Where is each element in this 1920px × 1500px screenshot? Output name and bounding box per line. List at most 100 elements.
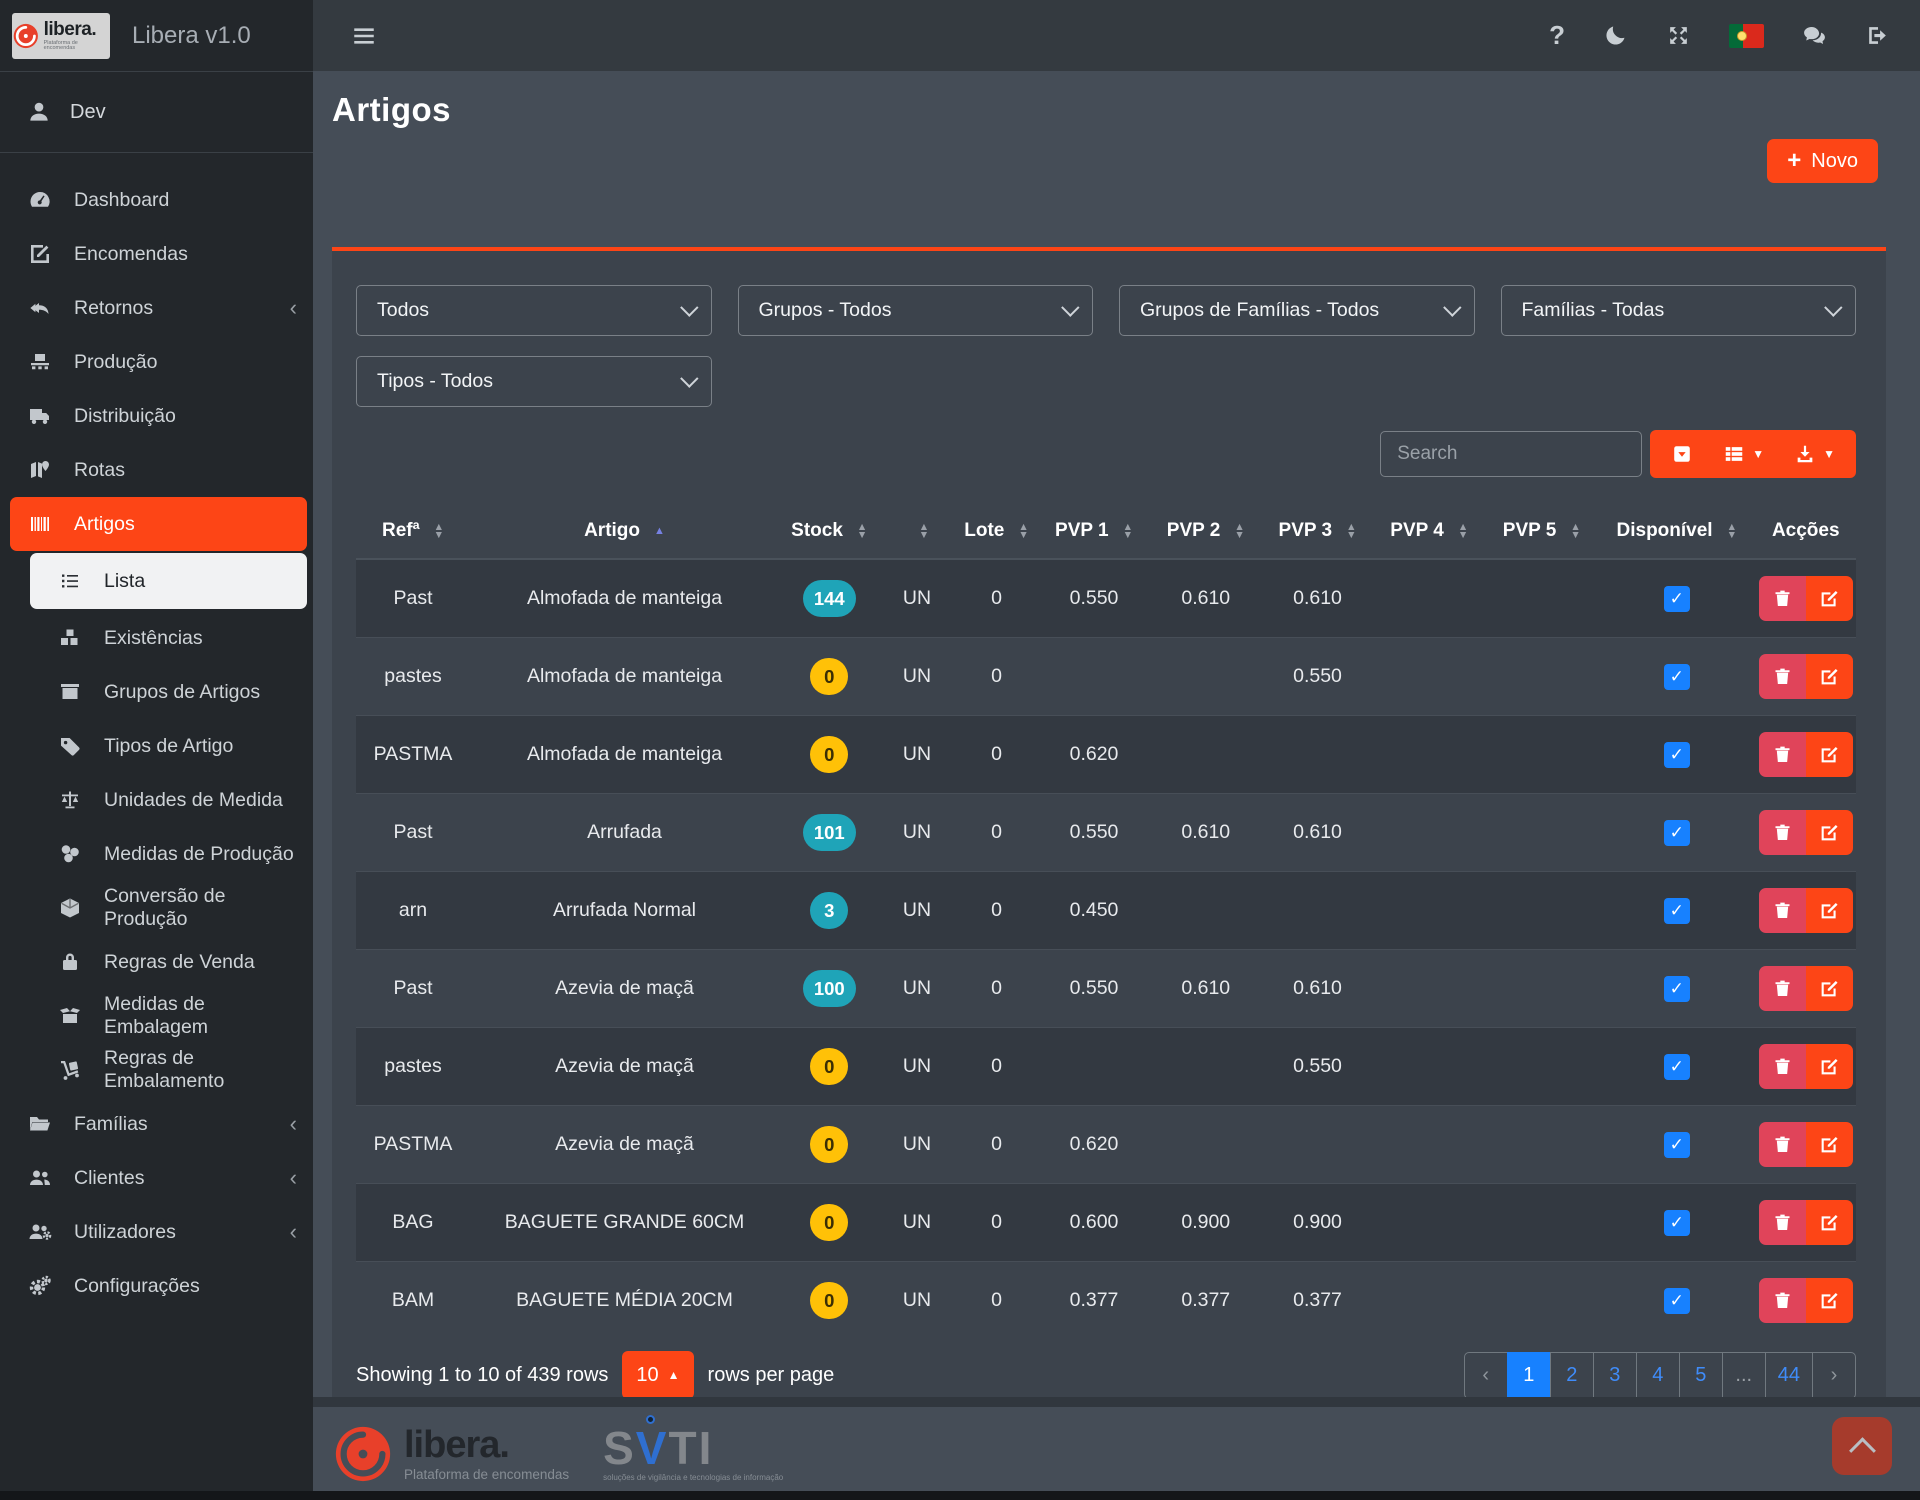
disponivel-checkbox[interactable]: ✓ [1663, 1053, 1690, 1080]
toggle-pagination-button[interactable] [1656, 430, 1708, 478]
fullscreen-icon[interactable] [1666, 23, 1691, 48]
column-header-PVP 1[interactable]: PVP 1 ▲ ▼ [1038, 504, 1150, 560]
sidebar-item-regras-de-venda[interactable]: Regras de Venda [0, 935, 313, 989]
sort-icon[interactable]: ▲ ▼ [1457, 521, 1469, 541]
messages-icon[interactable] [1802, 23, 1827, 48]
filter-familias[interactable]: Famílias - Todas [1500, 285, 1856, 336]
menu-toggle-icon[interactable] [351, 23, 377, 49]
edit-button[interactable] [1805, 1278, 1853, 1323]
column-header-PVP 3[interactable]: PVP 3 ▲ ▼ [1262, 504, 1373, 560]
column-header-Lote[interactable]: Lote ▲ ▼ [954, 504, 1039, 560]
sidebar-item-encomendas[interactable]: Encomendas [0, 227, 313, 281]
filter-tipos[interactable]: Tipos - Todos [356, 356, 712, 407]
filter-grupos-familias[interactable]: Grupos de Famílias - Todos [1119, 285, 1475, 336]
edit-button[interactable] [1805, 654, 1853, 699]
sidebar-item-dashboard[interactable]: Dashboard [0, 173, 313, 227]
edit-button[interactable] [1805, 810, 1853, 855]
sidebar-item-lista[interactable]: Lista [30, 553, 307, 609]
column-header-Refª[interactable]: Refª ▲ ▼ [356, 504, 470, 560]
delete-button[interactable] [1758, 810, 1806, 855]
pagination-next[interactable]: › [1812, 1351, 1856, 1399]
sidebar-item-conversao-de-producao[interactable]: Conversão de Produção [0, 881, 313, 935]
pagination-page-3[interactable]: 3 [1592, 1351, 1637, 1399]
language-flag-pt-icon[interactable] [1729, 23, 1764, 48]
pagination-page-5[interactable]: 5 [1678, 1351, 1723, 1399]
edit-button[interactable] [1805, 1200, 1853, 1245]
delete-button[interactable] [1758, 576, 1806, 621]
search-input[interactable] [1380, 431, 1643, 477]
sidebar-item-utilizadores[interactable]: Utilizadores ‹ [0, 1205, 313, 1259]
filter-all[interactable]: Todos [356, 285, 712, 336]
edit-button[interactable] [1805, 576, 1853, 621]
delete-button[interactable] [1758, 1200, 1806, 1245]
disponivel-checkbox[interactable]: ✓ [1663, 1209, 1690, 1236]
filter-grupos[interactable]: Grupos - Todos [737, 285, 1093, 336]
sort-icon[interactable]: ▲ ▼ [918, 521, 930, 541]
pagination-page-2[interactable]: 2 [1549, 1351, 1594, 1399]
edit-button[interactable] [1805, 1044, 1853, 1089]
sidebar-item-existencias[interactable]: Existências [0, 611, 313, 665]
sort-icon[interactable]: ▲ ▼ [1346, 521, 1357, 541]
column-header-PVP 4[interactable]: PVP 4 ▲ ▼ [1373, 504, 1486, 560]
column-header-unit[interactable]: ▲ ▼ [879, 504, 955, 560]
sort-icon[interactable]: ▲ ▼ [1570, 521, 1581, 541]
sort-asc-icon[interactable]: ▲ [654, 525, 665, 537]
column-header-PVP 2[interactable]: PVP 2 ▲ ▼ [1149, 504, 1262, 560]
sidebar-item-retornos[interactable]: Retornos ‹ [0, 281, 313, 335]
column-header-Stock[interactable]: Stock ▲ ▼ [779, 504, 880, 560]
columns-button[interactable]: ▼ [1708, 430, 1779, 478]
sidebar-item-rotas[interactable]: Rotas [0, 443, 313, 497]
column-header-PVP 5[interactable]: PVP 5 ▲ ▼ [1485, 504, 1598, 560]
edit-button[interactable] [1805, 1122, 1853, 1167]
disponivel-checkbox[interactable]: ✓ [1663, 585, 1690, 612]
edit-button[interactable] [1805, 888, 1853, 933]
disponivel-checkbox[interactable]: ✓ [1663, 741, 1690, 768]
sidebar-item-familias[interactable]: Famílias ‹ [0, 1097, 313, 1151]
delete-button[interactable] [1758, 732, 1806, 777]
edit-button[interactable] [1805, 966, 1853, 1011]
help-icon[interactable]: ? [1549, 20, 1565, 50]
sidebar-item-medidas-de-embalagem[interactable]: Medidas de Embalagem [0, 989, 313, 1043]
sidebar-item-distribuicao[interactable]: Distribuição [0, 389, 313, 443]
dark-mode-icon[interactable] [1603, 23, 1628, 48]
sidebar-item-unidades-de-medida[interactable]: Unidades de Medida [0, 773, 313, 827]
disponivel-checkbox[interactable]: ✓ [1663, 1287, 1690, 1314]
logout-icon[interactable] [1865, 23, 1890, 48]
sort-icon[interactable]: ▲ ▼ [856, 521, 868, 541]
disponivel-checkbox[interactable]: ✓ [1663, 897, 1690, 924]
delete-button[interactable] [1758, 654, 1806, 699]
disponivel-checkbox[interactable]: ✓ [1663, 1131, 1690, 1158]
sidebar-item-clientes[interactable]: Clientes ‹ [0, 1151, 313, 1205]
pagination-page-4[interactable]: 4 [1635, 1351, 1680, 1399]
sidebar-item-grupos-de-artigos[interactable]: Grupos de Artigos [0, 665, 313, 719]
sidebar-item-tipos-de-artigo[interactable]: Tipos de Artigo [0, 719, 313, 773]
sidebar-item-medidas-de-producao[interactable]: Medidas de Produção [0, 827, 313, 881]
libera-logo[interactable]: libera. Plataforma de encomendas [12, 12, 110, 59]
disponivel-checkbox[interactable]: ✓ [1663, 819, 1690, 846]
novo-button[interactable]: + Novo [1767, 139, 1878, 183]
pagination-prev[interactable]: ‹ [1463, 1351, 1508, 1399]
sort-icon[interactable]: ▲ ▼ [433, 521, 445, 541]
sidebar-item-artigos[interactable]: Artigos [10, 497, 307, 551]
edit-button[interactable] [1805, 732, 1853, 777]
pagination-page-44[interactable]: 44 [1764, 1351, 1813, 1399]
delete-button[interactable] [1758, 1044, 1806, 1089]
sidebar-item-configuracoes[interactable]: Configurações [0, 1259, 313, 1313]
rows-per-page-button[interactable]: 10 ▲ [622, 1351, 694, 1399]
sidebar-item-regras-de-embalamento[interactable]: Regras de Embalamento [0, 1043, 313, 1097]
column-header-Disponível[interactable]: Disponível ▲ ▼ [1598, 504, 1756, 560]
sidebar-item-producao[interactable]: Produção [0, 335, 313, 389]
column-header-Artigo[interactable]: Artigo ▲ [470, 504, 779, 560]
sort-icon[interactable]: ▲ ▼ [1122, 521, 1133, 541]
disponivel-checkbox[interactable]: ✓ [1663, 663, 1690, 690]
delete-button[interactable] [1758, 966, 1806, 1011]
user-menu[interactable]: Dev [0, 72, 313, 152]
sort-icon[interactable]: ▲ ▼ [1726, 521, 1737, 541]
delete-button[interactable] [1758, 1122, 1806, 1167]
disponivel-checkbox[interactable]: ✓ [1663, 975, 1690, 1002]
pagination-page-1[interactable]: 1 [1506, 1351, 1551, 1399]
scroll-to-top-button[interactable] [1832, 1417, 1892, 1475]
delete-button[interactable] [1758, 1278, 1806, 1323]
delete-button[interactable] [1758, 888, 1806, 933]
export-button[interactable]: ▼ [1779, 430, 1850, 478]
